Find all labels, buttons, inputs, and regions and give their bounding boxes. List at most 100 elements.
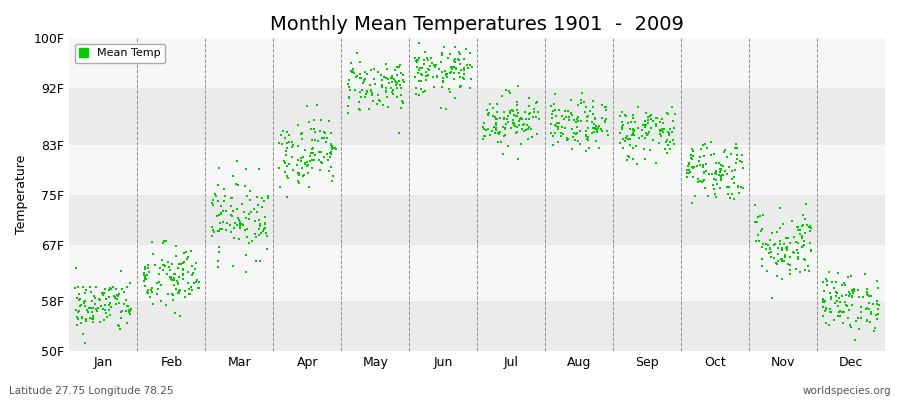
Point [242, 240, 256, 246]
Point [551, 139, 565, 145]
Point [580, 136, 595, 142]
Point [416, 89, 430, 96]
Point [418, 72, 433, 79]
Point [379, 74, 393, 81]
Point [491, 100, 505, 107]
Point [521, 136, 535, 143]
Point [242, 211, 256, 217]
Point [240, 234, 255, 240]
Point [85, 316, 99, 322]
Point [522, 110, 536, 116]
Point [166, 275, 181, 281]
Point [359, 91, 374, 97]
Point [294, 165, 309, 171]
Point [499, 120, 513, 127]
Point [313, 149, 328, 155]
Point [755, 212, 770, 218]
Point [727, 196, 742, 202]
Point [103, 300, 117, 306]
Point [696, 162, 710, 168]
Point [796, 212, 810, 218]
Point [868, 325, 882, 331]
Point [547, 91, 562, 97]
Point [253, 223, 267, 229]
Point [385, 89, 400, 95]
Point [141, 290, 156, 296]
Point [214, 225, 229, 232]
Point [505, 107, 519, 113]
Point [352, 99, 366, 105]
Point [184, 272, 199, 278]
Point [284, 144, 299, 151]
Point [252, 226, 266, 232]
Point [839, 292, 853, 298]
Point [211, 228, 225, 234]
Point [521, 124, 535, 130]
Point [159, 301, 174, 308]
Point [317, 129, 331, 135]
Point [382, 80, 396, 86]
Point [856, 294, 870, 300]
Point [764, 295, 778, 301]
Point [627, 128, 642, 134]
Point [706, 175, 721, 182]
Point [141, 262, 156, 268]
Point [653, 127, 668, 134]
Point [149, 290, 164, 297]
Point [326, 172, 340, 179]
Point [354, 74, 368, 81]
Point [777, 258, 791, 264]
Point [734, 152, 749, 158]
Point [693, 162, 707, 168]
Point [236, 222, 250, 228]
Point [588, 115, 602, 121]
Point [410, 58, 424, 64]
Point [345, 68, 359, 74]
Point [410, 57, 425, 64]
Point [702, 171, 716, 178]
Point [842, 289, 856, 295]
Point [783, 261, 797, 268]
Point [787, 250, 801, 256]
Point [780, 244, 795, 251]
Point [824, 279, 839, 285]
Point [86, 316, 100, 322]
Point [157, 239, 171, 246]
Point [748, 202, 762, 208]
Point [835, 282, 850, 288]
Point [353, 71, 367, 77]
Point [685, 146, 699, 152]
Point [800, 222, 814, 228]
Point [516, 122, 530, 128]
Point [598, 116, 613, 122]
Point [120, 284, 134, 290]
Point [595, 115, 609, 121]
Point [599, 127, 614, 134]
Point [396, 99, 410, 105]
Point [183, 290, 197, 297]
Point [626, 127, 641, 133]
Point [295, 136, 310, 142]
Point [390, 85, 404, 92]
Point [775, 244, 789, 251]
Point [320, 135, 334, 142]
Point [685, 200, 699, 206]
Point [729, 160, 743, 166]
Point [693, 154, 707, 160]
Point [830, 298, 844, 304]
Point [522, 116, 536, 122]
Point [359, 88, 374, 94]
Point [589, 115, 603, 122]
Point [170, 281, 184, 288]
Point [626, 156, 641, 162]
Point [301, 162, 315, 169]
Point [573, 128, 588, 134]
Point [294, 154, 309, 161]
Point [823, 306, 837, 312]
Point [846, 289, 860, 295]
Point [172, 261, 186, 267]
Point [797, 216, 812, 222]
Point [117, 288, 131, 295]
Point [357, 69, 372, 76]
Point [489, 127, 503, 133]
